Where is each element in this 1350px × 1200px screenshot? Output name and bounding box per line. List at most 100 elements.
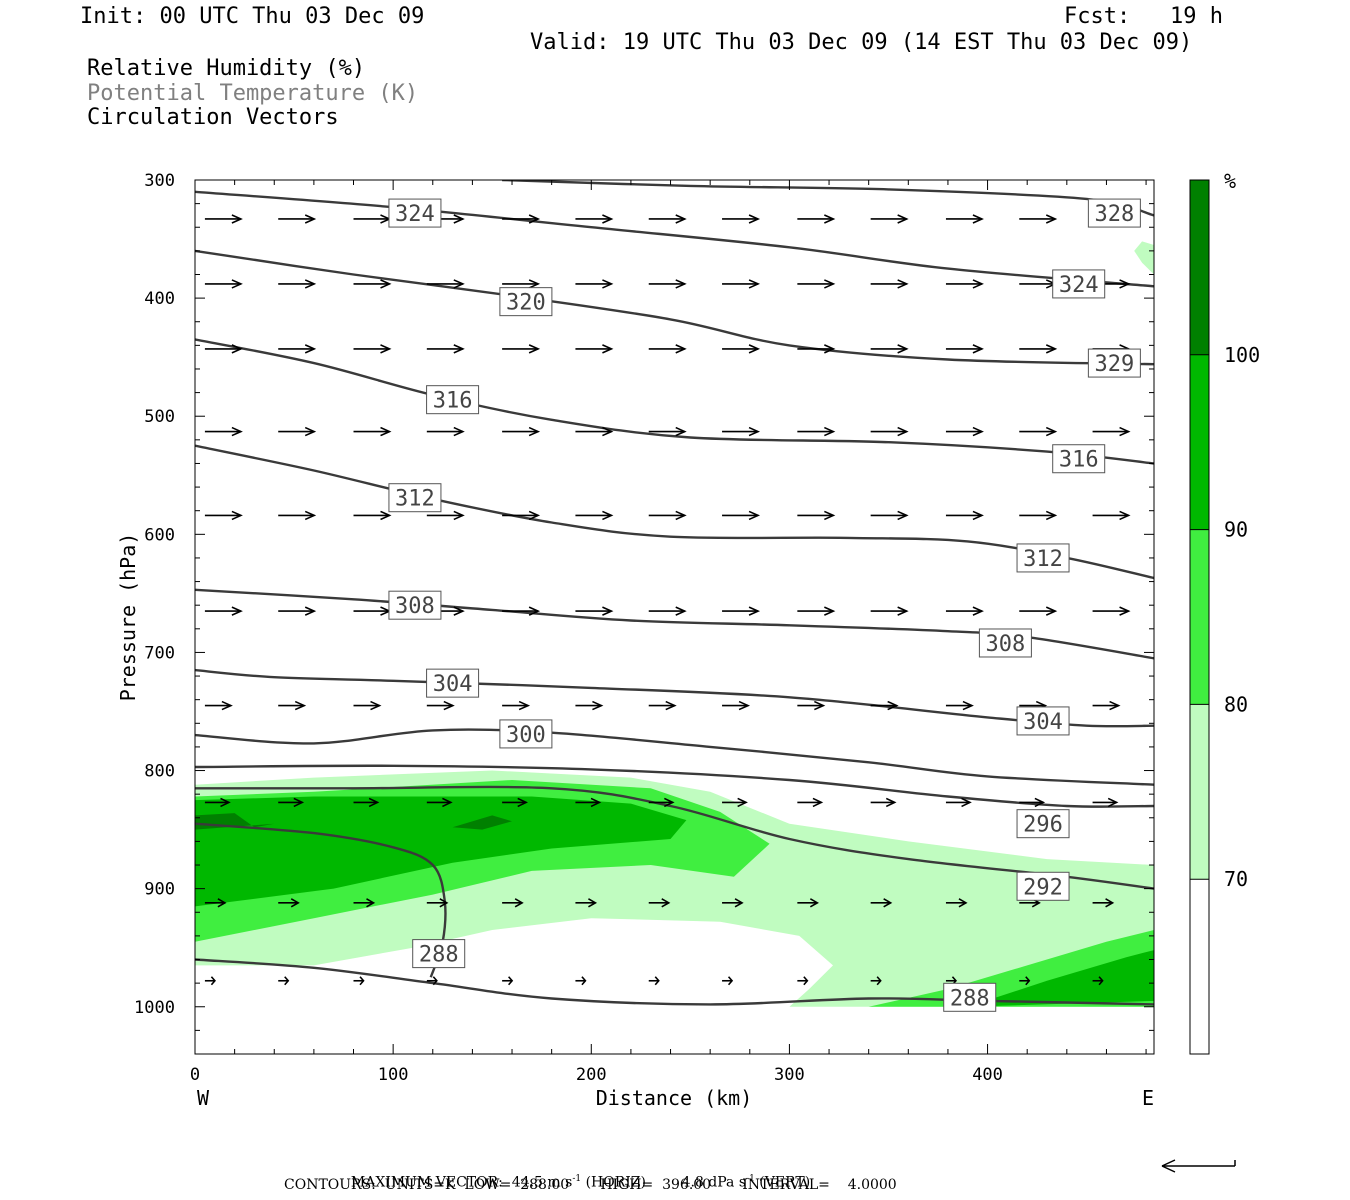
circulation-vector: [575, 214, 614, 224]
max-vector-line: MAXIMUM VECTOR: 44.5 m s-1 (HORIZ) 4.8 d…: [342, 1158, 810, 1191]
svg-text:292: 292: [1023, 875, 1063, 900]
circulation-vector: [870, 344, 909, 354]
svg-text:304: 304: [1023, 710, 1063, 735]
contour-label: 329: [1087, 348, 1141, 378]
circulation-vector: [204, 898, 227, 908]
x-axis-title: Distance (km): [596, 1086, 753, 1110]
circulation-vector: [502, 510, 541, 521]
circulation-vector: [278, 279, 317, 289]
circulation-vector: [1019, 344, 1058, 354]
circulation-vector: [648, 976, 660, 986]
circulation-vector: [1019, 976, 1031, 986]
y-tick-label: 800: [144, 762, 175, 782]
circulation-vector: [575, 426, 614, 437]
circulation-vector: [648, 344, 687, 354]
circulation-vector: [353, 976, 365, 986]
contour-label: 304: [426, 668, 480, 698]
svg-text:312: 312: [395, 487, 435, 512]
circulation-vector: [797, 976, 809, 986]
circulation-vector: [945, 510, 984, 521]
rh-region-90: [967, 950, 1154, 1007]
circulation-vector: [204, 797, 231, 808]
circulation-vector: [502, 606, 541, 616]
circulation-vector: [1019, 279, 1058, 289]
contour-label: 316: [426, 385, 480, 415]
colorbar-swatch: [1190, 704, 1209, 880]
circulation-vector: [797, 214, 836, 224]
circulation-vector: [204, 279, 243, 289]
circulation-vector: [353, 898, 376, 908]
max-vector-vert-unit: (VERT): [759, 1174, 811, 1191]
x-tick-label: 100: [378, 1065, 409, 1085]
circulation-vector: [870, 797, 897, 808]
y-tick-label: 400: [144, 289, 175, 309]
theta-contour-328: [502, 180, 1154, 217]
circulation-vector: [870, 976, 882, 986]
circulation-vector: [1019, 510, 1058, 521]
colorbar-level-label: 70: [1224, 867, 1248, 891]
circulation-vector: [426, 344, 465, 354]
circulation-vector: [648, 700, 677, 711]
circulation-vector: [1092, 606, 1131, 616]
circulation-vector: [204, 976, 216, 986]
contour-label: 304: [1016, 706, 1070, 736]
circulation-vector: [945, 700, 974, 711]
circulation-vector: [722, 426, 761, 437]
circulation-vector: [797, 700, 826, 711]
circulation-vector: [797, 279, 836, 289]
circulation-vector: [1092, 510, 1131, 521]
plot-frame: [194, 179, 1155, 1055]
svg-text:308: 308: [986, 632, 1026, 657]
rh-region-70: [1134, 241, 1154, 275]
y-tick-label: 900: [144, 880, 175, 900]
circulation-vector: [278, 344, 317, 354]
x-tick-label: 300: [774, 1065, 805, 1085]
colorbar-swatch: [1190, 529, 1209, 705]
circulation-vector: [870, 898, 893, 908]
circulation-vector: [204, 700, 233, 711]
svg-text:329: 329: [1094, 352, 1134, 377]
contour-label: 324: [388, 198, 442, 228]
circulation-vector: [870, 700, 899, 711]
circulation-vector: [502, 797, 528, 808]
circulation-vector: [648, 606, 687, 616]
svg-text:328: 328: [1094, 202, 1134, 227]
contour-label-layer: 324 328 320 324 329 316 312 316 312 308 308 304 300 3…: [388, 198, 1141, 1012]
circulation-vector: [722, 898, 744, 908]
svg-text:316: 316: [433, 389, 473, 414]
circulation-vector: [575, 700, 604, 711]
contour-label: 296: [1016, 809, 1070, 839]
svg-text:312: 312: [1023, 547, 1063, 572]
theta-contour-320: [195, 249, 1154, 366]
circulation-vector: [722, 214, 761, 224]
circulation-vector: [278, 898, 300, 908]
contour-label: 288: [412, 939, 466, 969]
rh-region-90: [195, 796, 687, 907]
contour-label: 308: [978, 628, 1032, 658]
circulation-vector: [353, 510, 392, 521]
circulation-vector: [1092, 426, 1131, 437]
circulation-vector: [353, 797, 380, 808]
circulation-vector: [204, 344, 243, 354]
circulation-vector: [870, 510, 909, 521]
circulation-vector: [1019, 797, 1046, 808]
theta-contour-304: [195, 668, 1154, 728]
svg-text:324: 324: [1059, 273, 1099, 298]
y-tick-label: 300: [144, 171, 175, 191]
max-vector-horiz-unit: (HORIZ): [585, 1174, 646, 1191]
circulation-vector: [648, 214, 687, 224]
axis-layer: 300 400 500 600 700 800 900 1000 0 100 200 300 400: [134, 171, 1154, 1085]
contour-label: 288: [943, 982, 997, 1012]
circulation-vector: [278, 976, 290, 986]
circulation-vector: [648, 510, 687, 521]
y-tick-label: 600: [144, 525, 175, 545]
circulation-vector: [502, 279, 541, 289]
circulation-vector: [353, 279, 392, 289]
circulation-vector: [1019, 214, 1058, 224]
circulation-vector: [797, 344, 836, 354]
circulation-vector: [945, 898, 968, 908]
colorbar-level-label: 100: [1224, 343, 1260, 367]
max-vector-sup1: -1: [572, 1174, 582, 1184]
max-vector-vert: 4.8 dPa s: [681, 1174, 747, 1191]
